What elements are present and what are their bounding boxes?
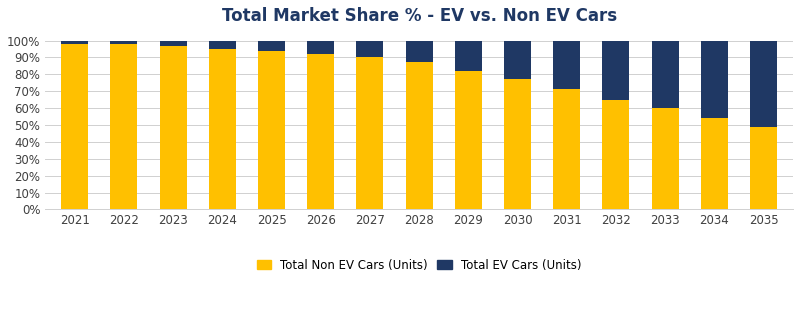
Bar (209, 40, 236, 49)
Bar (553, 89, 580, 209)
Bar (406, 40, 433, 63)
Bar (110, 44, 138, 209)
Bar (307, 54, 334, 209)
Bar (159, 40, 186, 46)
Bar (356, 57, 383, 209)
Bar (159, 46, 186, 209)
Bar (61, 40, 88, 44)
Bar (602, 100, 630, 209)
Bar (454, 40, 482, 71)
Bar (504, 40, 531, 79)
Bar (209, 49, 236, 209)
Bar (701, 40, 728, 118)
Legend: Total Non EV Cars (Units), Total EV Cars (Units): Total Non EV Cars (Units), Total EV Cars… (252, 254, 586, 277)
Bar (553, 40, 580, 89)
Bar (750, 40, 777, 126)
Bar (454, 71, 482, 209)
Bar (504, 79, 531, 209)
Title: Total Market Share % - EV vs. Non EV Cars: Total Market Share % - EV vs. Non EV Car… (222, 7, 617, 25)
Bar (701, 118, 728, 209)
Bar (406, 63, 433, 209)
Bar (750, 126, 777, 209)
Bar (258, 40, 285, 51)
Bar (110, 40, 138, 44)
Bar (651, 108, 678, 209)
Bar (258, 51, 285, 209)
Bar (356, 40, 383, 57)
Bar (307, 40, 334, 54)
Bar (602, 40, 630, 100)
Bar (651, 40, 678, 108)
Bar (61, 44, 88, 209)
